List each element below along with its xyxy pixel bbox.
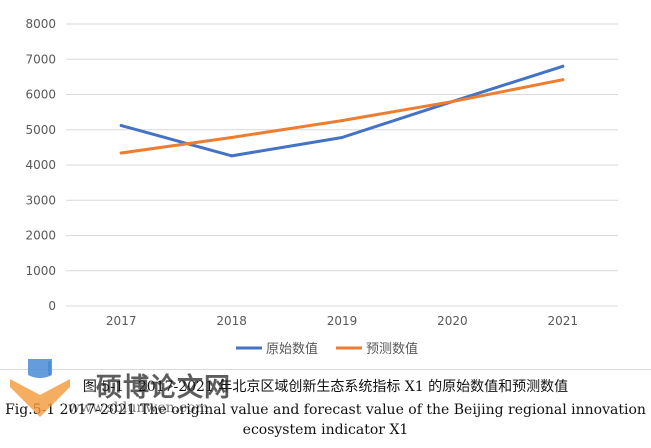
y-tick-label: 6000 (25, 88, 56, 102)
x-tick-label: 2018 (216, 314, 247, 328)
y-tick-label: 2000 (25, 229, 56, 243)
data-point (230, 136, 234, 140)
y-tick-label: 5000 (25, 123, 56, 137)
y-tick-label: 4000 (25, 158, 56, 172)
data-point (230, 154, 234, 158)
data-point (340, 119, 344, 123)
series-line-2 (119, 78, 565, 155)
y-tick-label: 1000 (25, 264, 56, 278)
data-point (119, 151, 123, 155)
x-tick-label: 2017 (106, 314, 137, 328)
data-point (119, 124, 123, 128)
watermark-logo-icon (10, 359, 70, 417)
y-tick-label: 8000 (25, 17, 56, 31)
watermark-text: 硕博论文网 (96, 373, 232, 403)
data-point (450, 100, 454, 104)
line-chart: 0 1000 2000 3000 4000 5000 6000 7000 8000 2017 201… (25, 17, 618, 357)
legend-label-2: 预测数值 (366, 341, 418, 357)
figure-caption-english: Fig.5-1 2017-2021 The original value and… (0, 400, 651, 440)
y-tick-label: 3000 (25, 193, 56, 207)
y-tick-label: 7000 (25, 52, 56, 66)
data-point (561, 78, 565, 82)
figure-caption-english-line2: ecosystem indicator X1 (242, 422, 409, 438)
figure-caption-chinese: 图 5-1 2017-2021 年北京区域创新生态系统指标 X1 的原始数值和预… (82, 379, 569, 395)
legend-label-1: 原始数值 (266, 341, 318, 357)
chart-area: 0 1000 2000 3000 4000 5000 6000 7000 8000 2017 201… (0, 17, 651, 370)
data-point (340, 136, 344, 140)
x-tick-label: 2021 (548, 314, 579, 328)
watermark-url: www.sblunwen.com (68, 400, 209, 416)
figure-caption-english-line1: Fig.5-1 2017-2021 The original value and… (5, 402, 646, 418)
y-tick-label: 0 (48, 299, 56, 313)
x-tick-label: 2019 (327, 314, 358, 328)
data-point (561, 64, 565, 68)
x-tick-label: 2020 (437, 314, 468, 328)
